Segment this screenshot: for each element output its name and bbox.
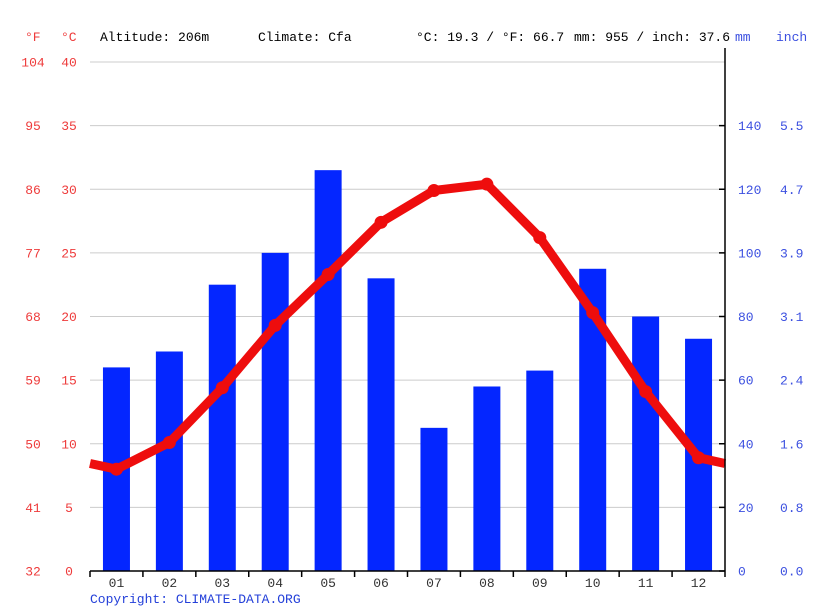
inch-tick-label: 0.8	[780, 501, 803, 516]
inch-tick-label: 2.4	[780, 374, 804, 389]
temperature-point-06	[374, 215, 388, 229]
celsius-tick-label: 35	[61, 119, 77, 134]
precipitation-bar-08	[473, 386, 501, 571]
month-label-10: 10	[585, 576, 601, 591]
inch-tick-label: 0.0	[780, 565, 803, 580]
month-label-12: 12	[691, 576, 707, 591]
mm-tick-label: 100	[738, 246, 761, 261]
precipitation-bar-11	[632, 316, 660, 571]
fahrenheit-tick-label: 32	[25, 565, 41, 580]
celsius-tick-label: 0	[65, 565, 73, 580]
header-celsius-unit: °C	[61, 30, 77, 45]
mm-tick-label: 140	[738, 119, 761, 134]
temperature-point-08	[480, 177, 494, 191]
precipitation-bar-03	[208, 284, 236, 571]
month-label-11: 11	[638, 576, 654, 591]
copyright-link[interactable]: CLIMATE-DATA.ORG	[175, 592, 301, 607]
fahrenheit-tick-label: 104	[21, 56, 45, 71]
inch-tick-label: 5.5	[780, 119, 803, 134]
temperature-line	[89, 179, 726, 474]
mm-tick-label: 40	[738, 437, 754, 452]
month-label-04: 04	[267, 576, 283, 591]
mm-tick-label: 20	[738, 501, 754, 516]
precipitation-bar-02	[155, 351, 183, 571]
month-label-01: 01	[109, 576, 125, 591]
precipitation-bar-09	[526, 370, 554, 571]
celsius-tick-label: 15	[61, 374, 77, 389]
month-label-03: 03	[214, 576, 230, 591]
month-label-02: 02	[162, 576, 178, 591]
temperature-point-10	[586, 306, 600, 320]
celsius-tick-label: 25	[61, 246, 77, 261]
fahrenheit-tick-label: 77	[25, 246, 41, 261]
fahrenheit-tick-label: 86	[25, 183, 41, 198]
header-altitude: Altitude: 206m	[100, 30, 210, 45]
temperature-point-09	[533, 231, 547, 245]
precipitation-bar-06	[367, 278, 395, 571]
inch-tick-label: 3.1	[780, 310, 804, 325]
fahrenheit-tick-label: 59	[25, 374, 41, 389]
celsius-tick-label: 30	[61, 183, 77, 198]
temperature-point-12	[692, 451, 706, 465]
precipitation-bar-05	[314, 170, 342, 571]
temperature-point-04	[268, 318, 282, 332]
temperature-point-07	[427, 184, 441, 198]
temperature-point-11	[639, 385, 653, 399]
precipitation-bar-04	[261, 252, 289, 571]
inch-tick-label: 1.6	[780, 437, 803, 452]
inch-tick-label: 4.7	[780, 183, 803, 198]
temperature-point-02	[162, 435, 176, 449]
temperature-point-03	[215, 381, 229, 395]
month-label-08: 08	[479, 576, 495, 591]
mm-tick-label: 80	[738, 310, 754, 325]
header-mm-unit: mm	[735, 30, 751, 45]
celsius-tick-label: 5	[65, 501, 73, 516]
celsius-tick-label: 20	[61, 310, 77, 325]
copyright-line: Copyright: CLIMATE-DATA.ORG	[90, 592, 301, 608]
month-label-06: 06	[373, 576, 389, 591]
fahrenheit-tick-label: 50	[25, 437, 41, 452]
inch-tick-label: 3.9	[780, 246, 803, 261]
month-label-07: 07	[426, 576, 442, 591]
header-climate-class: Climate: Cfa	[258, 30, 352, 45]
fahrenheit-tick-label: 41	[25, 501, 41, 516]
precipitation-bar-07	[420, 427, 448, 571]
fahrenheit-tick-label: 68	[25, 310, 41, 325]
month-label-05: 05	[320, 576, 336, 591]
header-fahrenheit-unit: °F	[25, 30, 41, 45]
month-label-09: 09	[532, 576, 548, 591]
celsius-tick-label: 10	[61, 437, 77, 452]
mm-tick-label: 60	[738, 374, 754, 389]
temperature-point-01	[109, 462, 123, 476]
mm-tick-label: 120	[738, 183, 761, 198]
header-inch-unit: inch	[776, 30, 808, 45]
temperature-point-05	[321, 268, 335, 282]
copyright-prefix: Copyright:	[90, 592, 176, 607]
header-temp-summary: °C: 19.3 / °F: 66.7	[416, 30, 565, 45]
mm-tick-label: 0	[738, 565, 746, 580]
header-precip-summary: mm: 955 / inch: 37.6	[574, 30, 731, 45]
celsius-tick-label: 40	[61, 56, 77, 71]
fahrenheit-tick-label: 95	[25, 119, 41, 134]
